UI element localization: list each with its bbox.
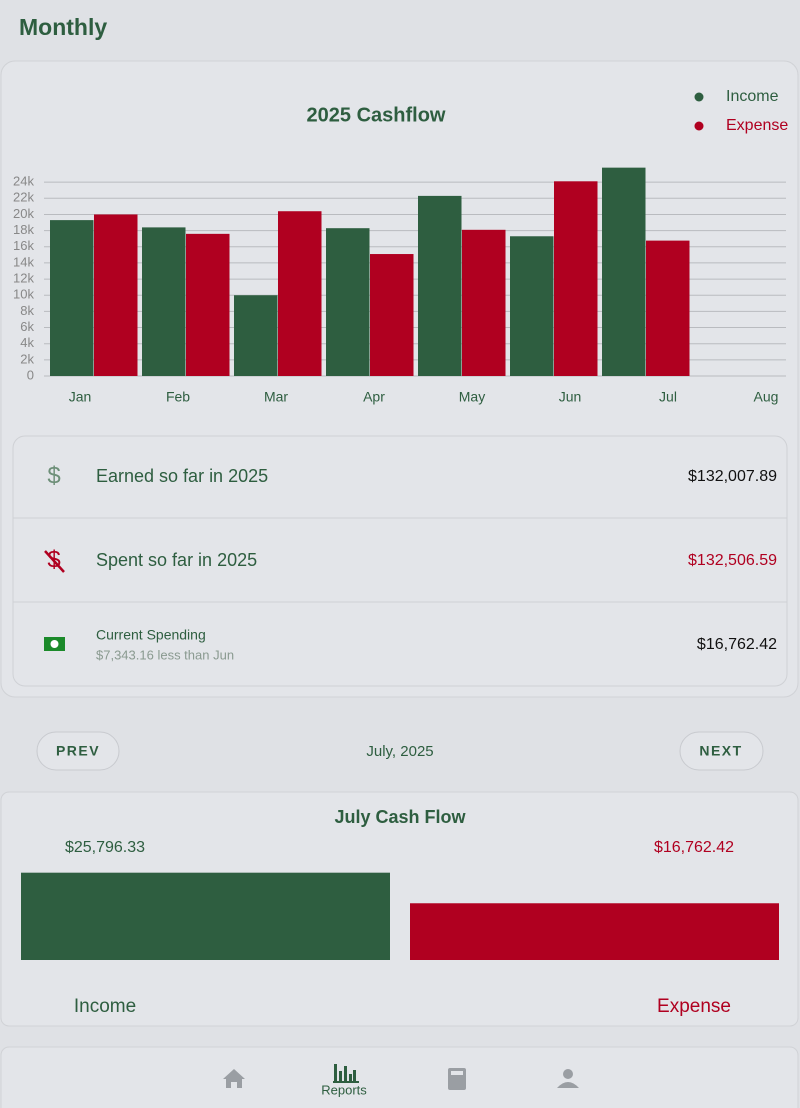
legend-label: Income [726,88,779,105]
calculator-tab[interactable] [448,1068,466,1090]
bar [646,240,690,376]
y-tick-label: 16k [13,238,34,253]
x-tick-label: Jan [69,389,92,405]
next-button[interactable]: NEXT [679,731,764,771]
y-tick-label: 14k [13,254,34,269]
row-value: $16,762.42 [697,636,777,653]
y-tick-label: 6k [20,319,34,334]
value-label: $25,796.33 [65,839,145,856]
next-label[interactable]: NEXT [699,743,742,759]
bar [510,236,554,376]
bar [50,220,94,376]
bar [410,903,779,960]
row-subtitle: $7,343.16 less than Jun [96,647,234,662]
legend-label: Expense [726,117,788,134]
bar [234,295,278,376]
money-icon [44,637,65,651]
x-tick-label: Mar [264,389,288,405]
profile-tab[interactable] [557,1069,579,1088]
bar [94,214,138,376]
y-tick-label: 0 [27,367,34,382]
bar [326,228,370,376]
value-label: $16,762.42 [654,839,734,856]
category-label: Expense [657,996,731,1017]
chart-title: July Cash Flow [334,807,466,827]
x-tick-label: Jun [559,389,582,405]
tab-bar [0,1046,799,1108]
y-tick-label: 24k [13,174,34,189]
page-title: Monthly [19,14,107,40]
no-dollar-icon: $ [44,546,65,573]
row-value: $132,007.89 [688,468,777,485]
summary-card [12,435,788,687]
tab-label[interactable]: Reports [321,1082,367,1097]
reports-tab[interactable]: Reports [321,1064,367,1097]
bar [602,167,646,376]
x-tick-label: Jul [659,389,677,405]
bar [370,254,414,376]
y-tick-label: 12k [13,271,34,286]
x-tick-label: May [459,389,485,405]
prev-button[interactable]: PREV [36,731,120,771]
y-tick-label: 2k [20,351,34,366]
y-tick-label: 20k [13,206,34,221]
row-value: $132,506.59 [688,552,777,569]
row-label: Spent so far in 2025 [96,550,257,570]
dollar-icon: $ [47,462,60,489]
y-tick-label: 8k [20,303,34,318]
bar [186,233,230,376]
bar [462,229,506,376]
prev-label[interactable]: PREV [56,743,100,759]
chart-title: 2025 Cashflow [307,104,446,126]
bar [21,872,390,960]
legend-marker [694,121,704,131]
bar [278,211,322,376]
y-tick-label: 18k [13,222,34,237]
july-card [0,791,799,1027]
row-label: Current Spending [96,627,206,643]
row-label: Earned so far in 2025 [96,466,268,486]
x-tick-label: Aug [754,389,779,405]
bar [418,195,462,376]
bar [554,181,598,376]
home-tab[interactable] [223,1069,245,1088]
july-chart: $25,796.33 Income $16,762.42 Expense [21,839,779,1017]
period-label: July, 2025 [366,743,433,760]
y-tick-label: 4k [20,335,34,350]
bar [142,227,186,376]
y-tick-label: 22k [13,190,34,205]
legend-marker [694,92,704,102]
x-tick-label: Feb [166,389,190,405]
x-tick-label: Apr [363,389,385,405]
category-label: Income [74,996,136,1017]
y-tick-label: 10k [13,287,34,302]
